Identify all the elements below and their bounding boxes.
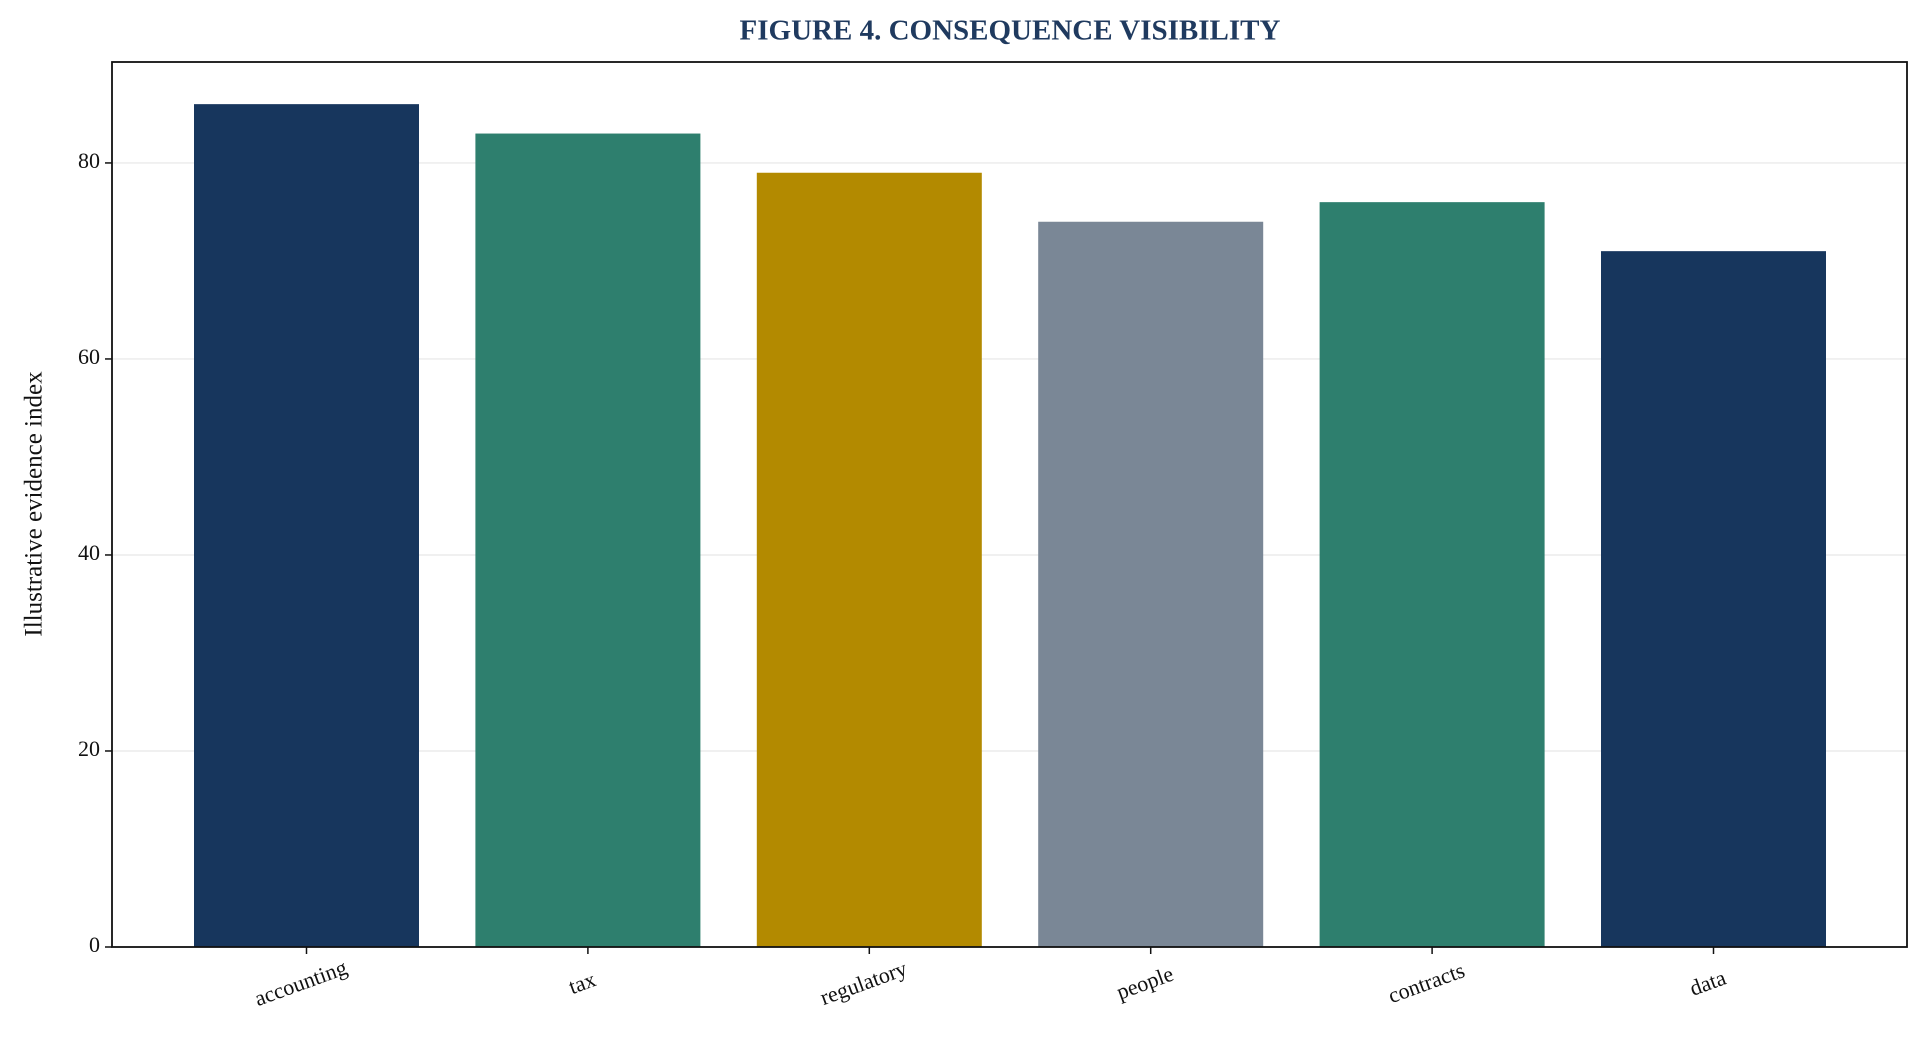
bar — [1038, 221, 1264, 947]
plot-frame — [111, 61, 1908, 948]
bar — [1601, 251, 1826, 947]
bar — [475, 133, 701, 947]
y-axis-label: Illustrative evidence index — [21, 371, 48, 637]
bar — [194, 104, 419, 947]
bar — [756, 172, 982, 948]
y-tick-label: 0 — [89, 932, 100, 957]
x-tick-label: contracts — [1385, 957, 1468, 1008]
y-tick-label: 40 — [78, 540, 100, 565]
x-tick-label: regulatory — [817, 955, 911, 1009]
chart-title: FIGURE 4. CONSEQUENCE VISIBILITY — [740, 15, 1281, 47]
x-tick-label: accounting — [251, 954, 350, 1011]
x-tick-label: people — [1113, 961, 1177, 1005]
x-tick-label: tax — [565, 966, 599, 999]
y-tick-label: 80 — [78, 148, 100, 173]
y-tick-label: 60 — [78, 344, 100, 369]
x-tick-label: data — [1686, 965, 1729, 1001]
y-tick-label: 20 — [78, 736, 100, 761]
bar — [1319, 202, 1545, 947]
